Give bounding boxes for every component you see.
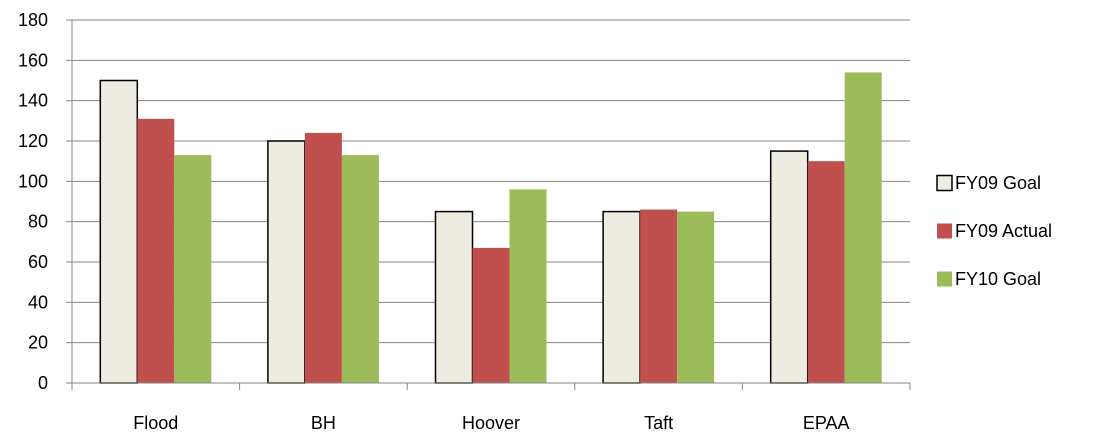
y-tick-label: 0 xyxy=(38,373,48,393)
legend-label: FY09 Goal xyxy=(955,173,1041,193)
bars xyxy=(99,72,882,384)
bar-fy09-actual-bh xyxy=(304,132,342,383)
y-tick-label: 100 xyxy=(18,171,48,191)
legend-label: FY10 Goal xyxy=(955,269,1041,289)
x-tick-label: Hoover xyxy=(462,413,520,433)
bar-fy09-goal-bh xyxy=(267,140,306,384)
x-tick-label: BH xyxy=(311,413,336,433)
legend-swatch xyxy=(937,271,952,287)
bar-fy10-goal-hoover xyxy=(509,189,547,383)
axes: 0 20 40 60 80 100 120 140 160 180 Flood BH Hoover Taf… xyxy=(18,10,911,433)
y-tick-label: 60 xyxy=(28,252,48,272)
bar-fy09-goal-taft xyxy=(602,210,641,384)
x-tick-label: Flood xyxy=(133,413,178,433)
legend-label: FY09 Actual xyxy=(955,221,1052,241)
legend: FY09 Goal FY09 Actual FY10 Goal xyxy=(936,173,1052,289)
bar-fy10-goal-epaa xyxy=(844,72,882,383)
legend-swatch xyxy=(936,174,953,192)
gridlines xyxy=(72,19,910,344)
bar-fy10-goal-bh xyxy=(341,155,379,383)
bar-fy09-actual-flood xyxy=(137,118,175,384)
bar-fy09-actual-epaa xyxy=(807,161,845,383)
y-tick-label: 40 xyxy=(28,292,48,312)
bar-fy10-goal-flood xyxy=(174,155,212,383)
x-tick-label: Taft xyxy=(644,413,673,433)
y-tick-label: 20 xyxy=(28,333,48,353)
bar-fy09-goal-epaa xyxy=(769,150,809,384)
bar-fy09-actual-taft xyxy=(640,209,678,383)
y-tick-label: 160 xyxy=(18,50,48,70)
bar-fy10-goal-taft xyxy=(677,211,715,383)
y-tick-label: 80 xyxy=(28,212,48,232)
y-tick-label: 140 xyxy=(18,91,48,111)
bar-fy09-goal-flood xyxy=(99,79,139,384)
x-tick-label: EPAA xyxy=(803,413,850,433)
bar-fy09-goal-hoover xyxy=(434,210,474,384)
y-tick-label: 120 xyxy=(18,131,48,151)
bar-fy09-actual-hoover xyxy=(472,247,510,383)
y-tick-label: 180 xyxy=(18,10,48,30)
legend-swatch xyxy=(937,223,952,239)
